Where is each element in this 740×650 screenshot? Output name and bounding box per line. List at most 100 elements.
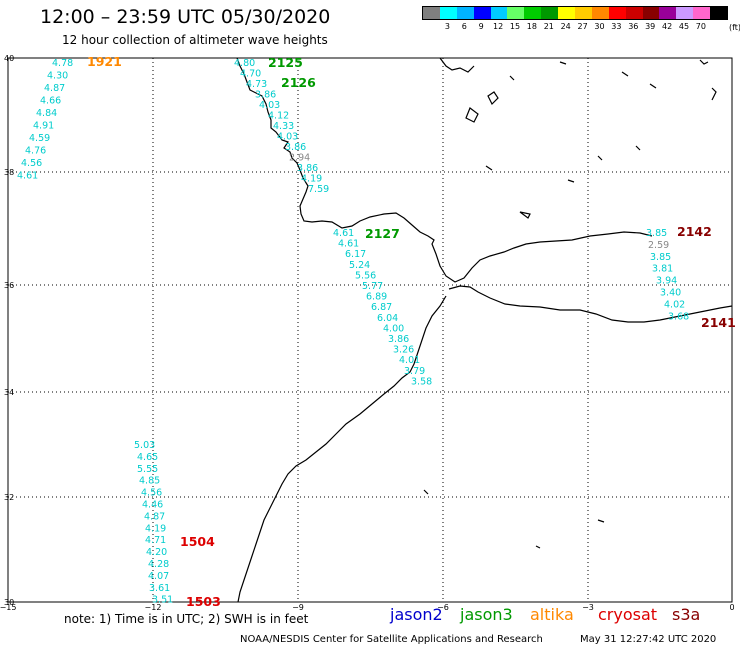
color-scale: 3 6 9 12 15 18 21 24 27 30 33 36 39 42 45 70 (ft) bbox=[422, 6, 740, 32]
latitude-label: 40 bbox=[4, 54, 14, 63]
wave-height-value: 4.80 bbox=[234, 58, 255, 69]
wave-height-value: 4.03 bbox=[277, 132, 298, 143]
color-swatch bbox=[439, 7, 457, 19]
wave-height-value: 3.86 bbox=[285, 142, 306, 153]
color-swatch bbox=[473, 7, 491, 19]
wave-height-value: 5.56 bbox=[355, 270, 376, 281]
wave-height-value: 3.94 bbox=[656, 276, 677, 287]
wave-height-value: 4.30 bbox=[47, 71, 68, 82]
color-scale-unit: (ft) bbox=[729, 23, 740, 32]
color-swatch bbox=[693, 7, 711, 19]
legend-altika: altika bbox=[530, 605, 574, 624]
color-swatch bbox=[591, 7, 609, 19]
wave-height-value: 4.78 bbox=[52, 58, 73, 69]
wave-height-value: 4.20 bbox=[146, 547, 167, 558]
wave-height-value: 4.65 bbox=[137, 452, 158, 463]
wave-height-value: 4.46 bbox=[142, 500, 163, 511]
color-scale-label: 18 bbox=[526, 22, 537, 31]
wave-height-value: 4.61 bbox=[338, 239, 359, 250]
wave-height-value: 2.94 bbox=[289, 153, 310, 164]
color-scale-label: 30 bbox=[594, 22, 605, 31]
wave-height-value: 4.59 bbox=[29, 133, 50, 144]
wave-height-value: 3.58 bbox=[411, 376, 432, 387]
legend-jason3: jason3 bbox=[460, 605, 513, 624]
color-scale-labels: 3 6 9 12 15 18 21 24 27 30 33 36 39 42 45 70 bbox=[422, 22, 727, 34]
wave-height-value: 3.81 bbox=[652, 264, 673, 275]
altimeter-tracks: 4.784.304.874.664.844.914.594.764.564.61… bbox=[17, 54, 736, 609]
track-time-label: 2125 bbox=[268, 55, 303, 70]
wave-height-value: 4.61 bbox=[333, 228, 354, 239]
color-swatch bbox=[541, 7, 559, 19]
color-scale-label: 36 bbox=[628, 22, 639, 31]
wave-height-value: 4.19 bbox=[145, 523, 166, 534]
wave-height-value: 3.86 bbox=[255, 90, 276, 101]
wave-height-value: 3.51 bbox=[152, 595, 173, 606]
color-scale-label: 9 bbox=[478, 22, 484, 31]
latitude-label: 30 bbox=[4, 598, 14, 607]
color-swatch bbox=[710, 7, 728, 19]
wave-height-value: 4.01 bbox=[399, 355, 420, 366]
color-swatch bbox=[625, 7, 643, 19]
wave-height-value: 4.33 bbox=[273, 121, 294, 132]
color-swatch bbox=[608, 7, 626, 19]
color-swatch bbox=[423, 7, 440, 19]
wave-height-value: 3.86 bbox=[297, 163, 318, 174]
wave-height-value: 6.89 bbox=[366, 292, 387, 303]
footer-timestamp: May 31 12:27:42 UTC 2020 bbox=[580, 634, 717, 645]
wave-height-value: 4.91 bbox=[33, 121, 54, 132]
longitude-label: −15 bbox=[0, 603, 16, 612]
color-scale-label: 6 bbox=[461, 22, 467, 31]
track-time-label: 1921 bbox=[87, 54, 122, 69]
longitude-label: 0 bbox=[729, 603, 734, 612]
wave-height-value: 4.56 bbox=[141, 488, 162, 499]
track-time-label: 2142 bbox=[677, 224, 712, 239]
wave-height-value: 4.87 bbox=[144, 511, 165, 522]
latitude-label: 34 bbox=[4, 388, 14, 397]
color-scale-label: 21 bbox=[543, 22, 554, 31]
color-scale-label: 15 bbox=[509, 22, 521, 31]
wave-height-value: 6.87 bbox=[371, 302, 392, 313]
track-time-label: 2126 bbox=[281, 75, 316, 90]
color-swatch bbox=[490, 7, 508, 19]
wave-height-value: 7.59 bbox=[308, 184, 329, 195]
legend-cryosat: cryosat bbox=[598, 605, 658, 624]
longitude-label: −6 bbox=[437, 603, 449, 612]
wave-height-value: 3.85 bbox=[646, 228, 667, 239]
wave-height-value: 3.85 bbox=[650, 252, 671, 263]
color-scale-label: 33 bbox=[611, 22, 622, 31]
color-scale-label: 39 bbox=[645, 22, 656, 31]
color-swatch bbox=[642, 7, 660, 19]
wave-height-value: 4.12 bbox=[268, 111, 289, 122]
color-scale-label: 42 bbox=[662, 22, 673, 31]
color-scale-label: 3 bbox=[444, 22, 450, 31]
wave-height-value: 4.76 bbox=[25, 146, 46, 157]
wave-height-value: 2.59 bbox=[648, 240, 669, 251]
latitude-label: 38 bbox=[4, 168, 14, 177]
wave-height-value: 4.84 bbox=[36, 108, 57, 119]
wave-height-value: 4.66 bbox=[40, 96, 61, 107]
map-frame bbox=[7, 57, 733, 603]
track-time-label: 1504 bbox=[180, 534, 215, 549]
wave-height-value: 3.86 bbox=[388, 334, 409, 345]
wave-height-value: 3.68 bbox=[668, 311, 689, 322]
footer-credit: NOAA/NESDIS Center for Satellite Applica… bbox=[240, 634, 543, 645]
latitude-label: 32 bbox=[4, 493, 14, 502]
wave-height-value: 4.28 bbox=[148, 559, 169, 570]
wave-height-value: 3.26 bbox=[393, 345, 414, 356]
latitude-label: 36 bbox=[4, 281, 14, 290]
color-swatch bbox=[558, 7, 576, 19]
note-text: note: 1) Time is in UTC; 2) SWH is in fe… bbox=[64, 612, 309, 626]
color-swatch bbox=[524, 7, 542, 19]
wave-height-value: 4.70 bbox=[240, 69, 261, 80]
wave-height-value: 4.56 bbox=[21, 158, 42, 169]
wave-height-value: 6.04 bbox=[377, 313, 398, 324]
wave-height-value: 3.40 bbox=[660, 288, 681, 299]
wave-height-value: 4.19 bbox=[301, 174, 322, 185]
wave-height-value: 5.77 bbox=[362, 281, 383, 292]
page-subtitle: 12 hour collection of altimeter wave hei… bbox=[62, 33, 328, 47]
latitude-labels: 40 38 36 34 32 30 bbox=[4, 54, 14, 607]
wave-height-value: 4.73 bbox=[246, 79, 267, 90]
wave-height-value: 5.03 bbox=[134, 440, 155, 451]
legend-jason2: jason2 bbox=[390, 605, 443, 624]
